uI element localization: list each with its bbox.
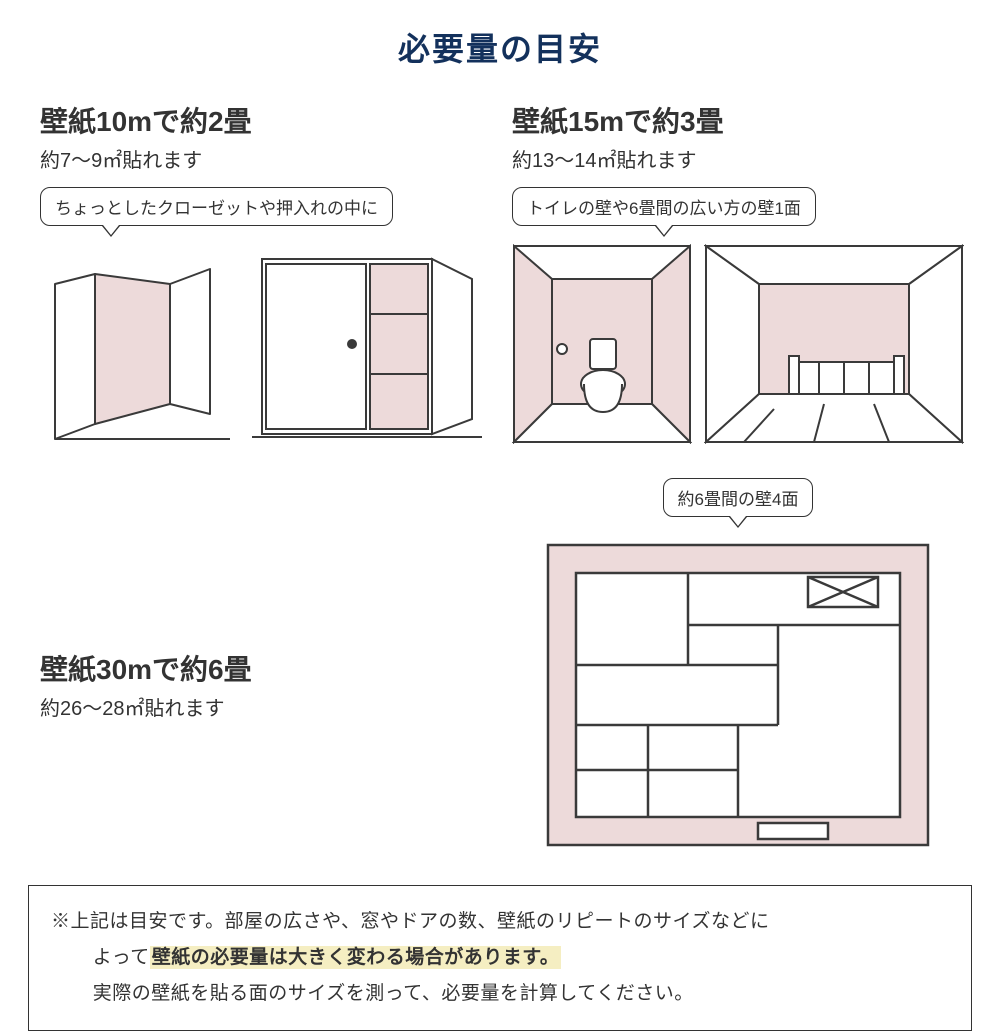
closet-illustration xyxy=(40,244,240,444)
section-30m: 壁紙30mで約6畳 約26〜28㎡貼れます xyxy=(40,588,482,721)
heading-15m: 壁紙15mで約3畳 xyxy=(512,100,964,140)
heading-30m: 壁紙30mで約6畳 xyxy=(40,648,482,688)
disclaimer-box: ※上記は目安です。部屋の広さや、窓やドアの数、壁紙のリピートのサイズなどに よっ… xyxy=(28,885,972,1031)
sliding-closet-illustration xyxy=(252,244,482,444)
toilet-illustration xyxy=(512,244,692,444)
sub-10m: 約7〜9㎡貼れます xyxy=(40,144,482,173)
disclaimer-line3: 実際の壁紙を貼る面のサイズを測って、必要量を計算してください。 xyxy=(51,976,949,1012)
room-wall-illustration xyxy=(704,244,964,444)
floorplan-illustration xyxy=(538,535,938,855)
disclaimer-highlight: 壁紙の必要量は大きく変わる場合があります。 xyxy=(150,946,562,969)
speech-15m: トイレの壁や6畳間の広い方の壁1面 xyxy=(512,187,816,226)
disclaimer-line2-pre: よって xyxy=(93,947,150,968)
heading-10m: 壁紙10mで約2畳 xyxy=(40,100,482,140)
section-15m: 壁紙15mで約3畳 約13〜14㎡貼れます トイレの壁や6畳間の広い方の壁1面 xyxy=(512,100,964,444)
speech-10m: ちょっとしたクローゼットや押入れの中に xyxy=(40,187,393,226)
speech-room6: 約6畳間の壁4面 xyxy=(663,478,814,517)
disclaimer-line1: ※上記は目安です。部屋の広さや、窓やドアの数、壁紙のリピートのサイズなどに xyxy=(51,904,949,940)
section-room6: 約6畳間の壁4面 xyxy=(512,464,964,855)
sub-30m: 約26〜28㎡貼れます xyxy=(40,692,482,721)
page-title: 必要量の目安 xyxy=(0,0,1000,70)
sub-15m: 約13〜14㎡貼れます xyxy=(512,144,964,173)
section-10m: 壁紙10mで約2畳 約7〜9㎡貼れます ちょっとしたクローゼットや押入れの中に xyxy=(40,100,482,444)
